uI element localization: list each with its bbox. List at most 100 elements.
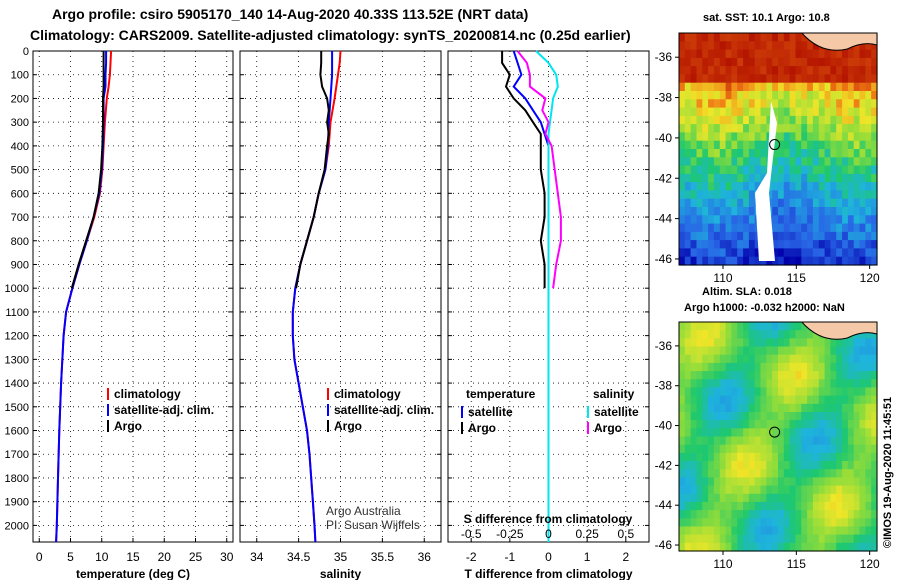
map-cell — [772, 362, 779, 372]
map-cell — [812, 362, 820, 372]
map-cell — [766, 91, 773, 100]
map-cell — [853, 395, 861, 405]
map-cell — [737, 248, 744, 258]
map-cell — [807, 387, 814, 397]
map-cell — [766, 534, 773, 544]
map-cell — [743, 74, 750, 84]
map-cell — [818, 248, 826, 258]
map-cell — [679, 91, 686, 100]
map-cell — [760, 132, 767, 142]
map-cell — [812, 346, 820, 356]
map-cell — [836, 354, 843, 364]
map-cell — [778, 91, 785, 100]
map-cell — [842, 82, 849, 92]
map-cell — [859, 132, 866, 142]
map-cell — [836, 248, 843, 258]
map-cell — [713, 74, 721, 84]
map-cell — [754, 338, 762, 348]
map-cell — [836, 542, 843, 552]
map-cell — [824, 526, 831, 536]
map-cell — [696, 99, 703, 109]
map-cell — [760, 436, 767, 446]
map-cell — [719, 124, 727, 133]
map-cell — [760, 322, 767, 331]
map-cell — [713, 223, 721, 233]
map-cell — [865, 371, 872, 380]
map-cell — [807, 124, 814, 133]
map-cell — [731, 501, 738, 511]
map-cell — [737, 99, 744, 109]
map-cell — [748, 215, 756, 225]
map-cell — [679, 534, 686, 544]
map-cell — [824, 140, 831, 150]
map-cell — [719, 115, 727, 125]
map-cell — [754, 322, 762, 331]
map-cell — [865, 542, 872, 552]
map-cell — [760, 74, 767, 84]
xtick-label-temperature: 20 — [158, 550, 172, 564]
map-cell — [807, 485, 814, 495]
map-cell — [871, 518, 878, 528]
map-cell — [760, 395, 767, 405]
map-cell — [743, 412, 750, 421]
map-cell — [684, 412, 692, 421]
map-cell — [865, 362, 872, 372]
map-cell — [807, 452, 814, 462]
sla-map-subtitle: Argo h1000: -0.032 h2000: NaN — [684, 302, 845, 314]
map-cell — [748, 501, 756, 511]
map-cell — [684, 157, 692, 167]
map-cell — [679, 379, 686, 389]
map-cell — [847, 477, 855, 487]
map-cell — [812, 420, 820, 429]
map-cell — [713, 182, 721, 191]
map-cell — [743, 428, 750, 438]
map-cell — [783, 493, 791, 503]
map-cell — [847, 99, 855, 109]
map-cell — [836, 412, 843, 421]
map-cell — [871, 371, 878, 380]
map-cell — [812, 240, 820, 249]
map-cell — [801, 452, 808, 462]
map-cell — [743, 403, 750, 413]
map-cell — [737, 91, 744, 100]
map-cell — [731, 354, 738, 364]
map-cell — [836, 387, 843, 397]
map-cell — [679, 346, 686, 356]
map-cell — [713, 190, 721, 200]
map-ytick-label: -38 — [655, 379, 673, 393]
map-cell — [871, 132, 878, 142]
map-cell — [795, 412, 802, 421]
map-cell — [760, 330, 767, 339]
map-cell — [743, 99, 750, 109]
map-cell — [847, 542, 855, 552]
map-cell — [824, 395, 831, 405]
map-cell — [696, 82, 703, 92]
map-cell — [713, 173, 721, 183]
map-cell — [801, 91, 808, 100]
map-cell — [725, 115, 732, 125]
map-cell — [865, 534, 872, 544]
map-cell — [853, 82, 861, 92]
map-cell — [754, 91, 762, 100]
map-cell — [754, 132, 762, 142]
map-cell — [708, 452, 715, 462]
map-cell — [696, 190, 703, 200]
map-cell — [778, 124, 785, 133]
map-cell — [859, 149, 866, 158]
map-cell — [725, 387, 732, 397]
map-cell — [702, 256, 709, 266]
map-cell — [783, 387, 791, 397]
xtick2-label-difference: 0.5 — [617, 527, 634, 541]
map-cell — [696, 493, 703, 503]
map-cell — [760, 346, 767, 356]
map-cell — [684, 362, 692, 372]
map-cell — [824, 362, 831, 372]
map-cell — [853, 49, 861, 59]
map-cell — [679, 165, 686, 175]
map-cell — [818, 140, 826, 150]
map-cell — [748, 371, 756, 380]
map-cell — [748, 124, 756, 133]
map-cell — [702, 469, 709, 478]
argo-location-marker — [769, 139, 781, 151]
map-cell — [713, 57, 721, 67]
